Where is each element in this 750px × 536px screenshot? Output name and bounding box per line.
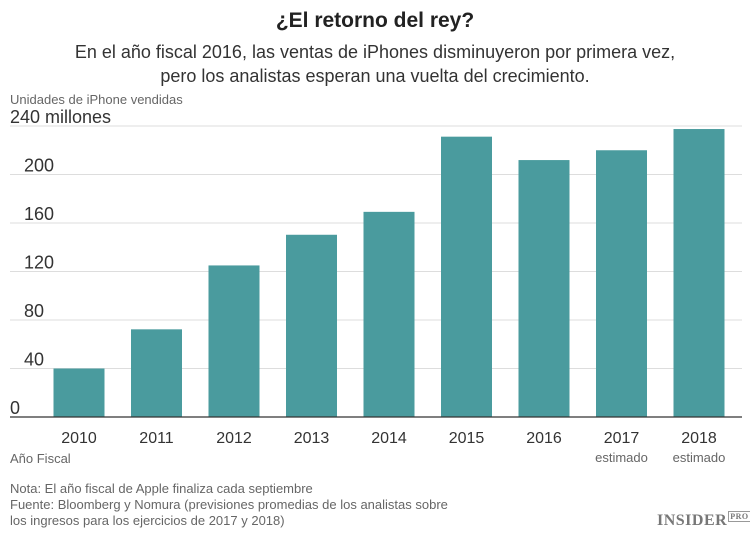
x-tick-label: 2010	[61, 430, 97, 447]
bar-2011	[131, 329, 182, 417]
logo-badge: PRO	[728, 511, 750, 522]
bar-2010	[53, 368, 105, 417]
x-tick-label: 2017	[604, 430, 640, 447]
x-tick-label: 2012	[216, 430, 252, 447]
x-tick-label: 2016	[526, 430, 562, 447]
subtitle-line-1: En el año fiscal 2016, las ventas de iPh…	[74, 42, 676, 62]
y-tick-label: 0	[10, 398, 20, 418]
bar-2012	[208, 265, 260, 417]
x-tick-label: 2014	[371, 430, 407, 447]
note-line-2: Fuente: Bloomberg y Nomura (previsiones …	[10, 497, 448, 512]
bar-2014	[363, 211, 415, 417]
subtitle-line-2: pero los analistas esperan una vuelta de…	[160, 66, 590, 86]
y-tick-label: 120	[24, 253, 54, 273]
y-tick-label: 160	[24, 204, 54, 224]
note-line-1: Nota: El año fiscal de Apple finaliza ca…	[10, 481, 313, 496]
x-tick-label: 2015	[449, 430, 485, 447]
chart-title: ¿El retorno del rey?	[275, 9, 475, 32]
x-tick-sublabel: estimado	[595, 450, 648, 465]
x-tick-label: 2011	[139, 430, 174, 447]
y-tick-label: 40	[24, 350, 44, 370]
logo-text: INSIDER	[657, 512, 728, 529]
bar-2015	[441, 136, 492, 418]
y-tick-label: 200	[24, 156, 54, 176]
bar-2017	[596, 150, 647, 417]
y-tick-label: 80	[24, 301, 44, 321]
bar-2016	[518, 160, 570, 418]
x-tick-label: 2018	[681, 430, 717, 447]
x-tick-label: 2013	[294, 430, 330, 447]
x-tick-sublabel: estimado	[673, 450, 726, 465]
bar-2013	[286, 234, 337, 417]
insider-pro-logo: INSIDER PRO	[657, 508, 750, 530]
y-tick-label: 240 millones	[10, 107, 111, 127]
bar-2018	[673, 129, 725, 417]
note-line-3: los ingresos para los ejercicios de 2017…	[10, 513, 285, 528]
x-axis-label: Año Fiscal	[10, 451, 71, 466]
y-axis-label: Unidades de iPhone vendidas	[10, 92, 183, 107]
